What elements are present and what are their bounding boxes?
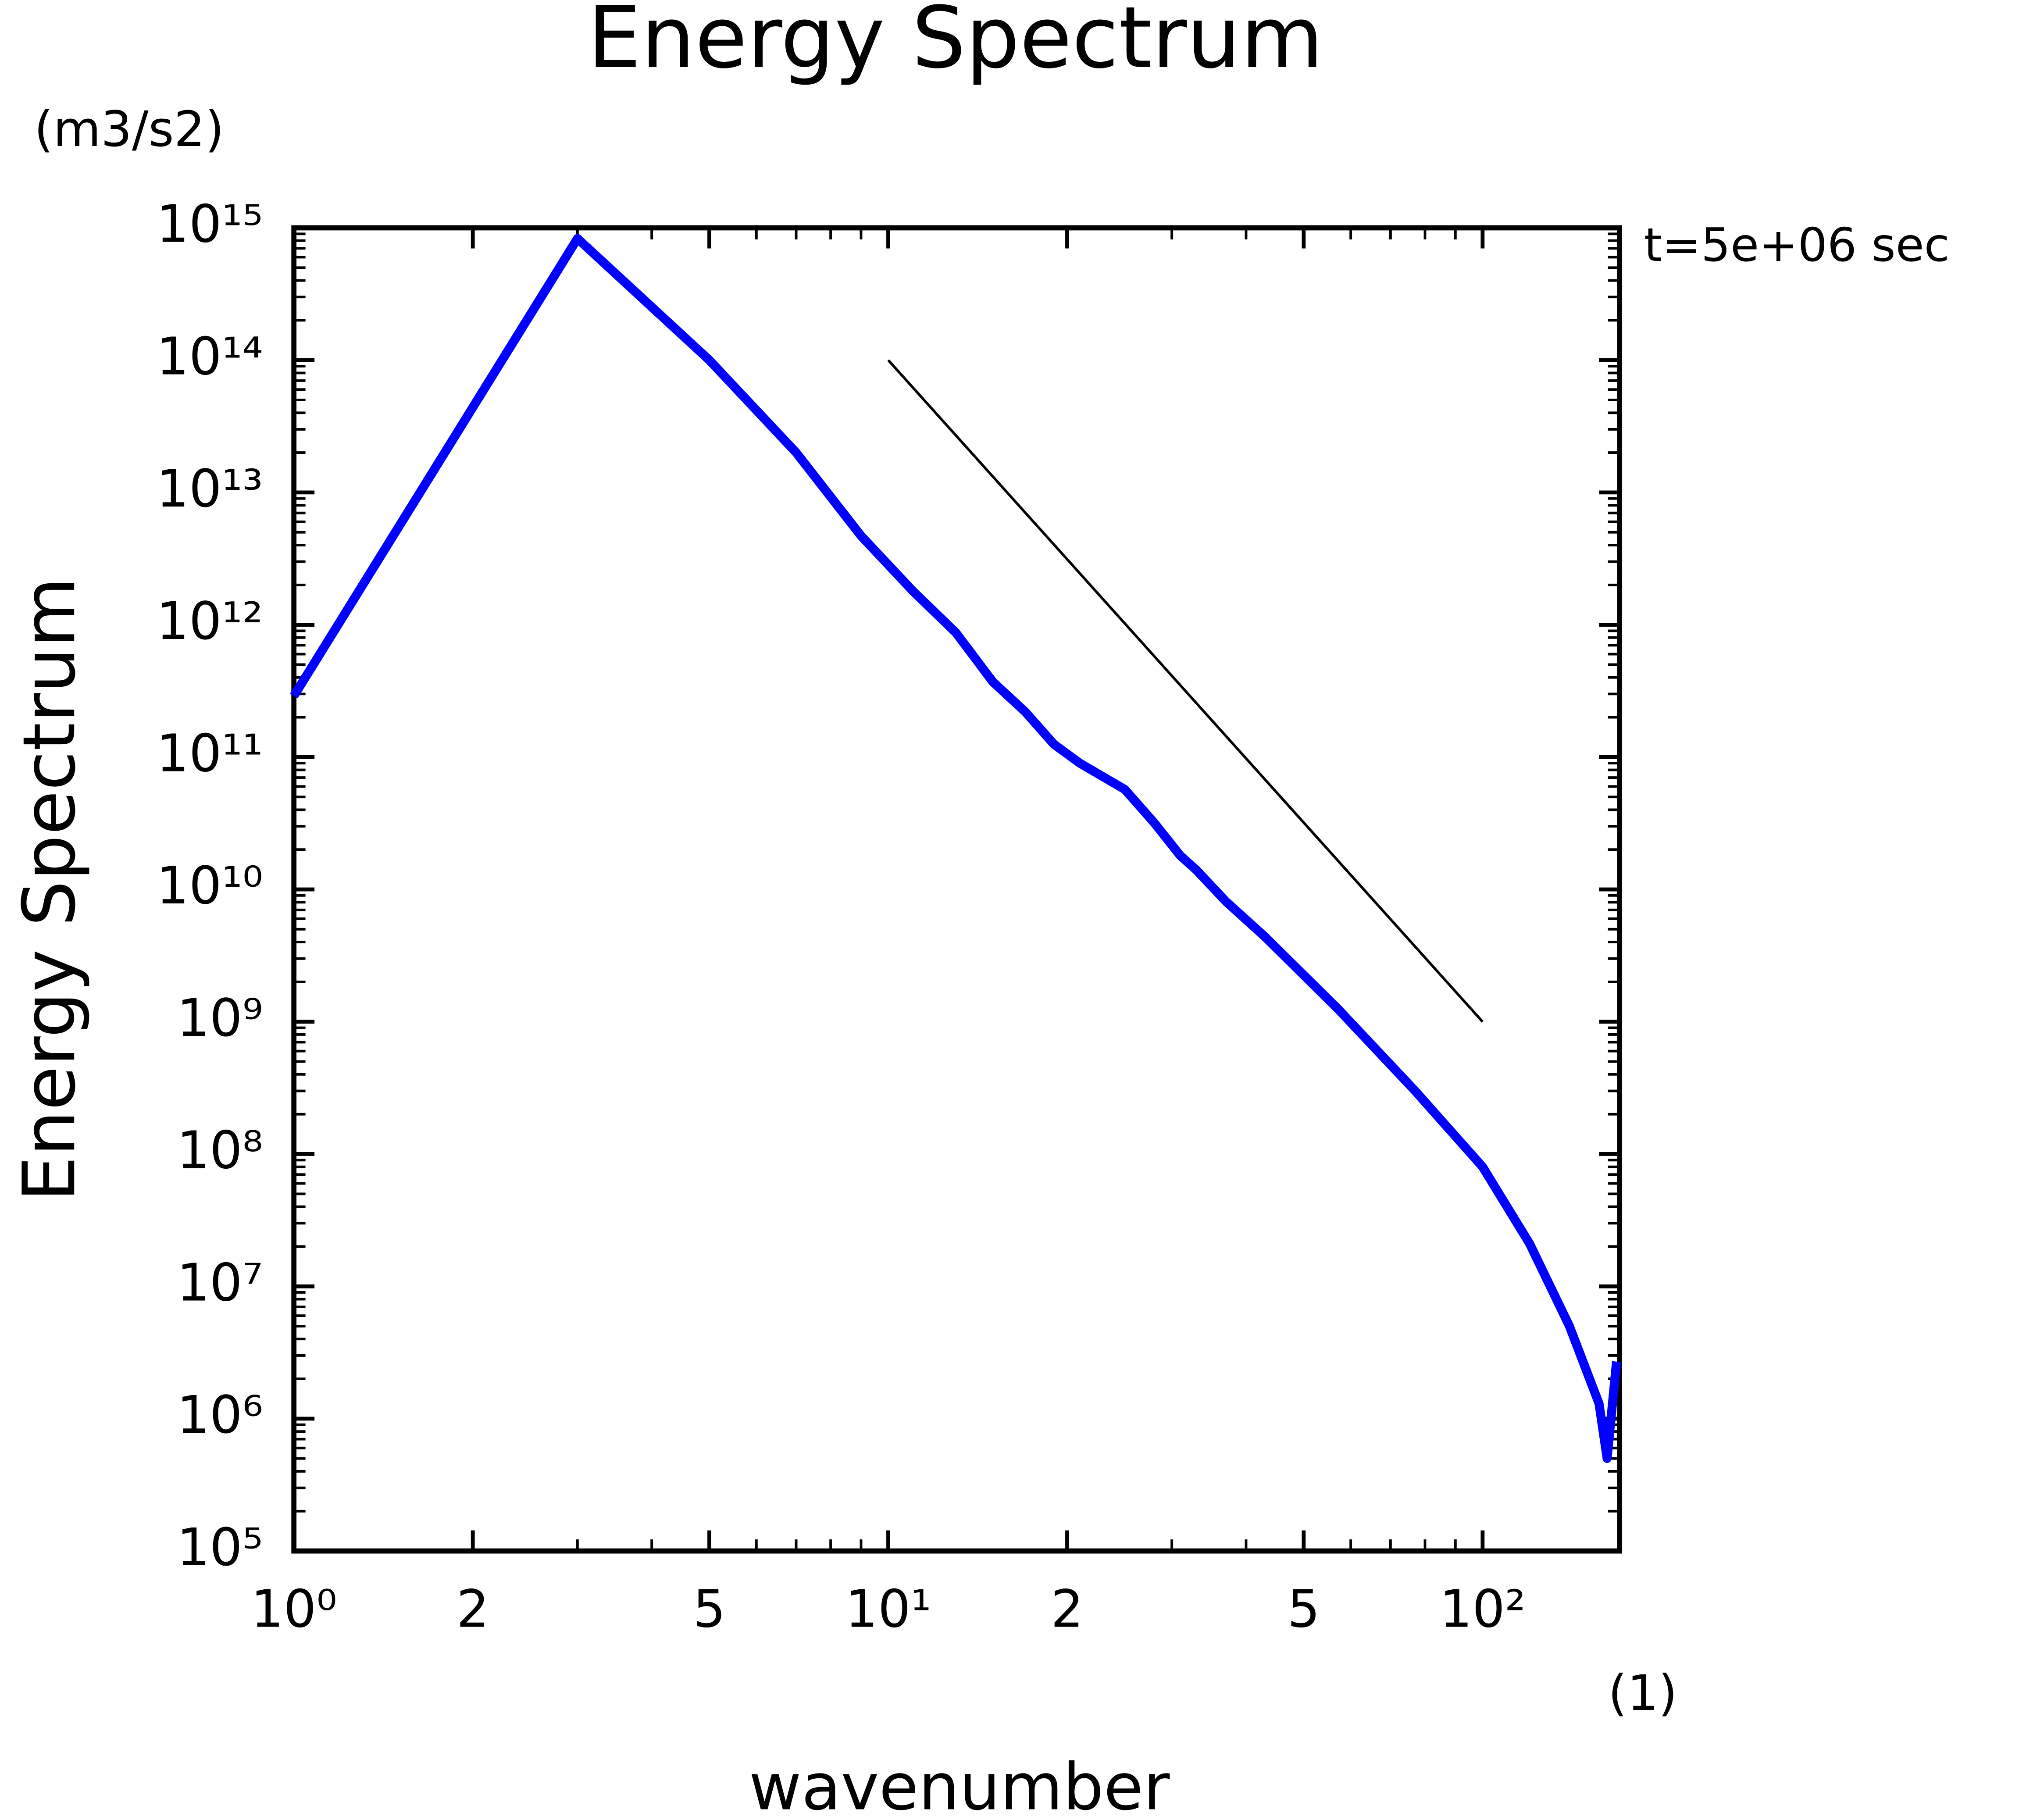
y-tick-label: 10¹¹: [156, 724, 263, 784]
x-tick-label: 2: [1051, 1579, 1084, 1639]
reference-line: [887, 359, 1484, 1023]
y-tick-label: 10⁵: [177, 1517, 263, 1577]
chart-title: Energy Spectrum: [588, 0, 1323, 87]
y-tick-label: 10¹²: [156, 591, 263, 651]
y-tick-label: 10⁸: [177, 1121, 263, 1181]
x-unit: (1): [1608, 1665, 1677, 1722]
x-tick-label: 10⁰: [251, 1579, 337, 1639]
x-tick-label: 10¹: [845, 1579, 931, 1639]
y-tick-label: 10⁷: [177, 1253, 263, 1313]
x-tick-label: 5: [1287, 1579, 1320, 1639]
y-tick-label: 10¹⁴: [156, 326, 263, 386]
y-unit: (m3/s2): [34, 101, 224, 158]
y-tick-label: 10¹⁵: [156, 194, 263, 254]
y-tick-label: 10¹⁰: [156, 856, 263, 916]
y-axis-label: Energy Spectrum: [7, 577, 91, 1202]
x-tick-label: 10²: [1440, 1579, 1526, 1639]
y-tick-label: 10⁶: [177, 1385, 263, 1445]
series-line: [290, 234, 1621, 1463]
x-axis-label: wavenumber: [749, 1749, 1170, 1820]
plot-frame: [291, 225, 1623, 1554]
y-tick-label: 10¹³: [156, 459, 263, 519]
y-tick-label: 10⁹: [177, 988, 263, 1048]
x-tick-label: 5: [693, 1579, 726, 1639]
x-tick-label: 2: [457, 1579, 489, 1639]
annotation: t=5e+06 sec: [1644, 218, 1950, 272]
